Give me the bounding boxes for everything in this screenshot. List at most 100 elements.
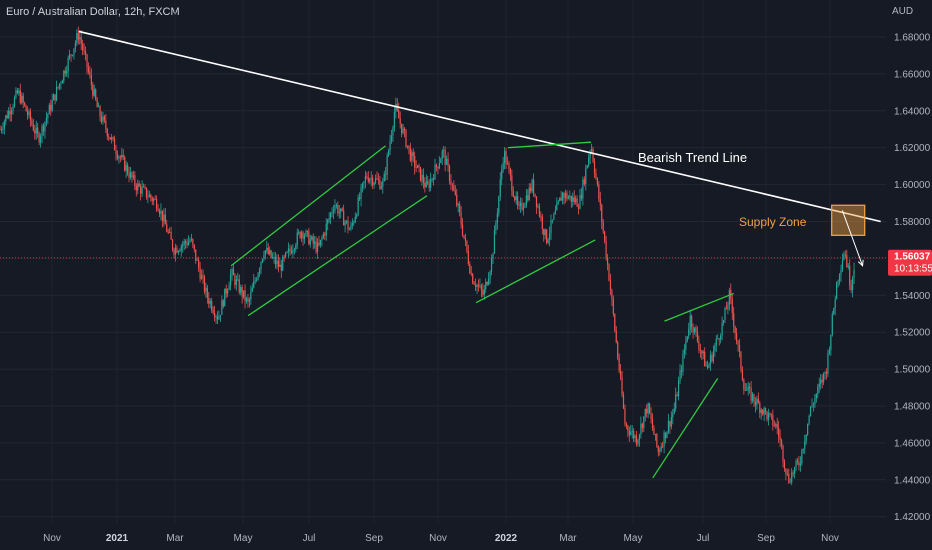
price-axis[interactable]: 1.68000 1.66000 1.64000 1.62000 1.60000 1.580… <box>894 33 931 524</box>
candle-body <box>447 158 449 167</box>
candle-body <box>305 230 307 236</box>
candle-body <box>838 274 841 281</box>
candle-body <box>637 439 639 445</box>
candle-body <box>129 172 132 178</box>
candle-body <box>651 419 654 428</box>
candle-body <box>541 216 543 229</box>
candle-body <box>157 208 159 211</box>
candle-body <box>757 398 759 404</box>
candle-body <box>256 279 258 281</box>
candle-body <box>144 186 146 188</box>
candle-body <box>583 179 585 185</box>
candle-body <box>405 130 407 147</box>
candle-body <box>409 147 411 161</box>
candle-body <box>417 165 419 168</box>
candle-body <box>113 138 116 151</box>
candle-body <box>477 285 480 287</box>
candle-body <box>31 120 33 125</box>
candle-body <box>709 355 712 365</box>
candle-body <box>738 344 741 352</box>
candle-body <box>325 223 327 236</box>
candle-body <box>641 423 643 429</box>
candle-body <box>775 424 777 426</box>
candle-body <box>599 199 601 205</box>
candle-body <box>675 394 677 409</box>
candle-body <box>0 129 3 131</box>
candle-body <box>402 128 404 134</box>
candle-body <box>154 198 156 200</box>
candle-body <box>141 186 143 194</box>
candle-body <box>808 415 810 424</box>
candle-body <box>617 342 619 358</box>
candle-body <box>702 351 704 354</box>
candle-body <box>506 163 509 165</box>
candle-body <box>517 196 519 206</box>
candle-body <box>811 405 813 407</box>
candle-body <box>518 205 520 206</box>
candle-body <box>385 173 387 175</box>
candle-body <box>18 90 20 94</box>
candle-body <box>322 234 324 239</box>
candle-body <box>12 106 14 111</box>
grid <box>0 36 886 518</box>
candle-body <box>766 411 768 420</box>
candle-body <box>437 166 439 169</box>
candle-body <box>315 241 317 252</box>
candle-body <box>111 137 113 140</box>
candle-body <box>25 105 27 112</box>
candle-body <box>414 155 416 168</box>
candle-body <box>279 264 281 268</box>
channel-line <box>507 141 592 149</box>
candle-body <box>527 195 529 201</box>
x-tick-label: Nov <box>429 533 447 544</box>
candle-body <box>630 432 632 435</box>
candle-body <box>438 163 440 169</box>
candle-body <box>615 330 617 343</box>
candle-body <box>190 239 192 241</box>
candle-body <box>251 287 253 292</box>
candle-body <box>218 316 220 320</box>
candle-body <box>142 186 145 188</box>
candle-body <box>622 395 625 409</box>
arrow-head <box>857 259 864 267</box>
candle-body <box>360 187 362 199</box>
candle-body <box>306 230 308 232</box>
candle-body <box>737 341 739 345</box>
candle-body <box>853 269 855 278</box>
candle-body <box>35 127 37 134</box>
candle-body <box>47 114 49 119</box>
candle-body <box>44 122 46 132</box>
candle-body <box>647 403 649 414</box>
candle-body <box>692 326 694 333</box>
candle-body <box>412 152 414 156</box>
candle-body <box>841 260 844 270</box>
candle-body <box>63 70 65 81</box>
candle-body <box>425 181 427 188</box>
candle-body <box>57 86 59 88</box>
candle-body <box>71 55 74 56</box>
arrow-line <box>841 210 864 266</box>
candle-body <box>780 439 783 446</box>
candle-body <box>769 413 771 415</box>
time-axis[interactable]: Nov 2021 Mar May Jul Sep Nov 2022 Mar May Jul Sep No… <box>43 533 839 544</box>
candle-body <box>498 196 500 214</box>
candle-body <box>406 145 409 147</box>
channel-line <box>230 145 386 267</box>
candle-body <box>593 161 596 174</box>
candle-body <box>488 278 490 285</box>
candle-body <box>189 240 191 242</box>
candle-body <box>106 128 108 137</box>
candle-body <box>818 383 820 387</box>
candle-body <box>422 174 424 184</box>
candle-body <box>389 141 391 151</box>
candle-body <box>216 316 219 320</box>
candle-body <box>778 427 780 437</box>
candle-body <box>798 462 800 466</box>
candle-body <box>609 280 612 291</box>
candle-body <box>476 285 478 287</box>
candle-body <box>212 310 214 313</box>
candle-body <box>620 370 622 377</box>
candle-body <box>115 150 117 155</box>
candle-body <box>137 183 139 191</box>
